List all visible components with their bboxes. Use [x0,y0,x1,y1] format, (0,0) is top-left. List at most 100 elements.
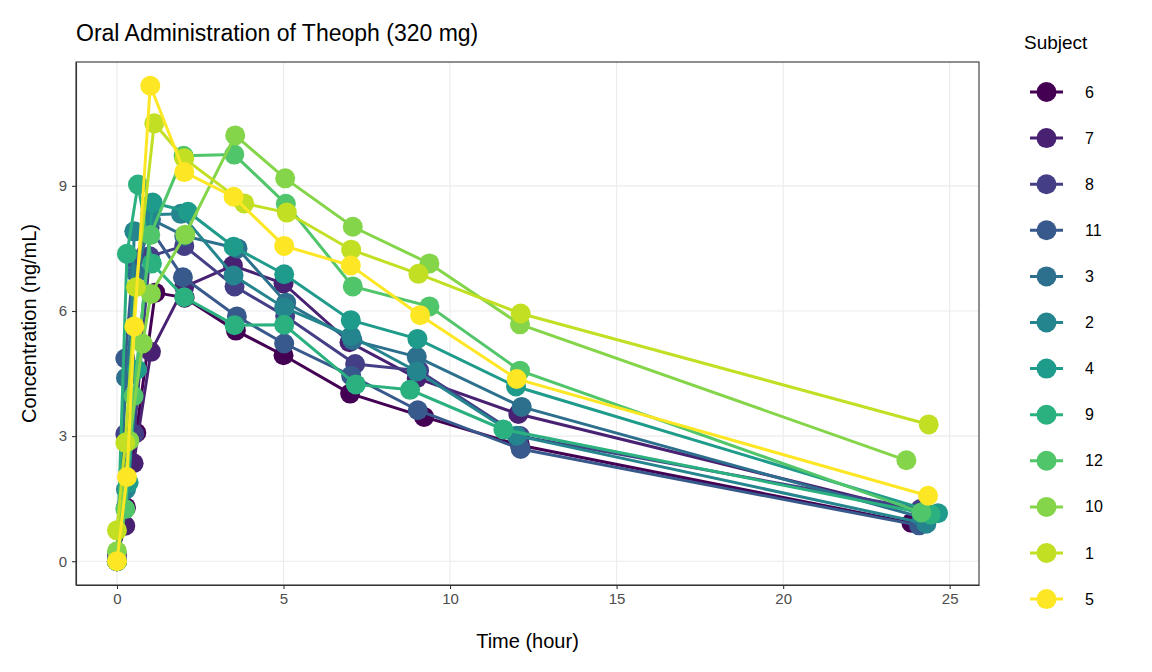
grid-line-y [76,561,979,562]
legend: Subject678113249121015 [1024,32,1103,609]
point [224,266,244,286]
y-axis: 0 3 6 9 [59,63,77,586]
point [919,414,939,434]
legend-label: 3 [1085,268,1094,285]
legend-label: 5 [1085,591,1094,608]
series [107,145,931,572]
x-tick-mark [783,585,784,589]
x-tick-label: 20 [775,590,792,607]
point [174,287,194,307]
series-line [117,293,911,562]
x-axis-title: Time (hour) [476,630,579,652]
legend-label: 7 [1085,130,1094,147]
series-line [117,135,906,551]
legend-label: 2 [1085,314,1094,331]
legend-label: 10 [1085,498,1103,515]
y-tick-mark [72,436,76,437]
chart-title: Oral Administration of Theoph (320 mg) [76,20,478,46]
legend-key-marker [1037,543,1057,563]
point [173,267,193,287]
point [407,361,427,381]
legend-key-marker [1037,359,1057,379]
point [107,551,127,571]
series [107,283,921,572]
x-tick-label: 25 [942,590,959,607]
point [175,288,195,308]
series-line [117,266,924,555]
point [224,187,244,207]
legend-item: 1 [1030,543,1094,563]
x-tick: 0 [113,585,121,607]
y-axis-line [76,63,77,586]
point [341,310,361,330]
legend-key-marker [1037,497,1057,517]
series [107,204,936,571]
point [410,305,430,325]
series [107,256,934,565]
x-tick-label: 15 [609,590,626,607]
point [408,264,428,284]
series [107,175,941,572]
y-tick: 0 [59,553,76,570]
grid-line-x [949,62,950,585]
legend-item: 9 [1030,405,1094,425]
point [107,551,127,571]
x-tick: 10 [442,585,459,607]
point [400,380,420,400]
grid-line-x [616,62,617,585]
point [274,236,294,256]
series [107,113,939,540]
legend-label: 6 [1085,84,1094,101]
point [277,203,297,223]
grid [76,62,979,585]
legend-label: 9 [1085,406,1094,423]
legend-key-marker [1037,128,1057,148]
legend-item: 4 [1030,359,1094,379]
point [918,486,938,506]
legend-item: 12 [1030,451,1103,471]
series [107,218,929,572]
legend-title: Subject [1024,32,1088,53]
x-tick-mark [450,585,451,589]
legend-label: 1 [1085,545,1094,562]
point [343,276,363,296]
point [174,162,194,182]
x-axis-line [77,585,980,586]
point [274,298,294,318]
legend-item: 7 [1030,128,1094,148]
y-tick: 3 [59,427,76,444]
grid-line-x [783,62,784,585]
series-line [117,228,919,562]
x-tick-mark [283,585,284,589]
legend-label: 12 [1085,452,1103,469]
y-tick-mark [72,186,76,187]
x-tick-mark [617,585,618,589]
data-marks [107,76,948,571]
x-tick-mark [117,585,118,589]
series [107,236,930,571]
legend-key-marker [1037,313,1057,333]
y-tick-label: 9 [59,177,67,194]
point [343,217,363,237]
legend-item: 3 [1030,266,1094,286]
point [225,125,245,145]
chart: 0 5 10 15 20 25 0 3 6 9 Oral Administration of The… [0,0,1152,672]
point [407,329,427,349]
point [346,374,366,394]
y-tick-label: 6 [59,302,67,319]
legend-key-marker [1037,220,1057,240]
series-line [117,155,921,562]
point [107,551,127,571]
legend-label: 11 [1085,222,1102,239]
series [107,76,938,571]
x-tick: 15 [609,585,626,607]
x-tick-mark [950,585,951,589]
y-tick-mark [72,561,76,562]
series-line [117,246,920,561]
series-line [117,86,928,561]
y-tick: 6 [59,302,76,319]
legend-key-marker [1037,174,1057,194]
legend-key-marker [1037,451,1057,471]
point [107,551,127,571]
legend-key-marker [1037,589,1057,609]
